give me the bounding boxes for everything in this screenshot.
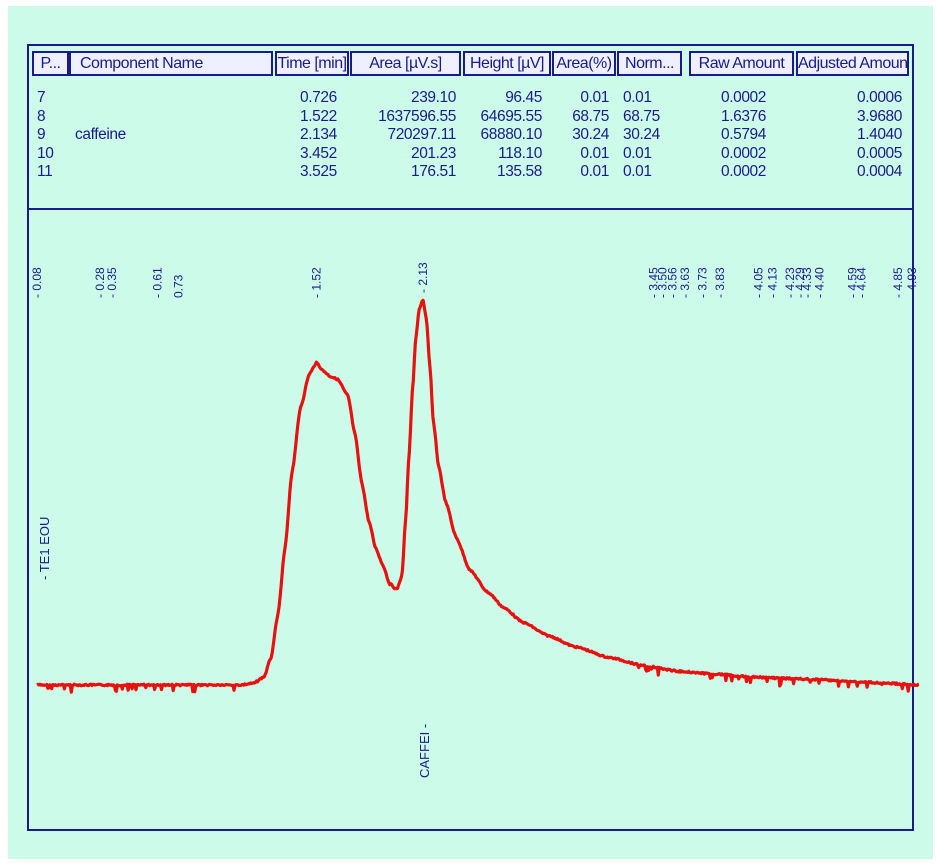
peak-label: - 4.93 — [905, 267, 919, 298]
header-time: Time [min] — [275, 51, 349, 76]
peak-label: - 4.85 — [891, 267, 905, 298]
peak-label: - 3.63 — [678, 267, 692, 298]
cell-adjusted: 0.0004 — [856, 163, 902, 180]
peak-label: - 0.28 — [93, 267, 107, 298]
peak-label: - 0.61 — [151, 267, 165, 298]
peak-label: - 3.50 — [655, 267, 669, 298]
cell-height: 68880.10 — [480, 126, 543, 143]
cell-area-pct: 0.01 — [580, 163, 609, 180]
peak-label: - 4.05 — [751, 267, 765, 298]
header-peak: P... — [32, 51, 69, 76]
cell-adjusted: 1.4040 — [856, 126, 902, 143]
annotation-caffeine: CAFFEI - — [417, 724, 432, 778]
cell-norm: 68.75 — [623, 107, 660, 125]
cell-peak: 9 — [37, 126, 46, 143]
cell-height: 64695.55 — [480, 107, 543, 125]
cell-norm: 0.01 — [623, 144, 652, 162]
peak-label: - 0.08 — [30, 267, 44, 298]
cell-norm: 0.01 — [623, 89, 652, 106]
cell-adjusted: 3.9680 — [856, 107, 902, 125]
cell-adjusted: 0.0005 — [856, 144, 902, 162]
peak-label: - 4.59 — [846, 267, 860, 298]
peak-label: - 3.83 — [713, 267, 727, 298]
cell-area: 201.23 — [410, 144, 456, 162]
cell-area: 239.10 — [410, 89, 456, 106]
cell-peak: 7 — [37, 89, 46, 106]
peak-label: - 3.45 — [647, 267, 661, 298]
cell-raw: 0.0002 — [720, 89, 766, 106]
header-area-pct: Area(%) — [552, 51, 616, 76]
cell-area: 1637596.55 — [378, 107, 456, 125]
header-norm: Norm... — [617, 51, 682, 76]
peak-label: - 4.13 — [765, 267, 779, 298]
cell-norm: 30.24 — [623, 126, 660, 143]
header-component-name: Component Name — [69, 51, 273, 76]
annotation-te1: - TE1 EOU — [37, 517, 52, 580]
cell-name: caffeine — [75, 126, 126, 143]
peak-label: 0.73 — [172, 274, 186, 298]
cell-peak: 8 — [37, 107, 46, 125]
cell-time: 3.525 — [300, 163, 337, 180]
chart-canvas — [8, 6, 933, 859]
cell-raw: 0.5794 — [720, 126, 766, 143]
report-frame — [27, 44, 914, 831]
header-area: Area [µV.s] — [350, 51, 461, 76]
cell-adjusted: 0.0006 — [856, 89, 902, 106]
cell-peak: 10 — [37, 144, 54, 162]
cell-height: 118.10 — [498, 144, 542, 162]
peak-label: - 4.23 — [783, 267, 797, 298]
cell-norm: 0.01 — [623, 163, 652, 180]
table-separator — [27, 208, 914, 210]
cell-area-pct: 68.75 — [572, 107, 609, 125]
cell-peak: 11 — [37, 163, 53, 180]
header-raw-amount: Raw Amount — [689, 51, 794, 76]
cell-raw: 1.6376 — [720, 107, 766, 125]
cell-area-pct: 30.24 — [572, 126, 609, 143]
cell-time: 3.452 — [300, 144, 337, 162]
cell-raw: 0.0002 — [720, 144, 766, 162]
peak-label: - 2.13 — [416, 262, 430, 293]
cell-height: 96.45 — [505, 89, 542, 106]
peak-label: - 1.52 — [309, 267, 323, 298]
cell-height: 135.58 — [496, 163, 542, 180]
peak-label: - 3.73 — [695, 267, 709, 298]
peak-label: - 4.64 — [854, 267, 868, 298]
peak-label: - 0.35 — [105, 267, 119, 298]
cell-area-pct: 0.01 — [580, 144, 609, 162]
cell-time: 0.726 — [300, 89, 337, 106]
peak-label: - 4.33 — [800, 267, 814, 298]
header-adjusted-amount: Adjusted Amount — [796, 51, 909, 76]
cell-time: 2.134 — [300, 126, 337, 143]
header-height: Height [µV] — [463, 51, 551, 76]
cell-area: 176.51 — [410, 163, 456, 180]
cell-area-pct: 0.01 — [580, 89, 609, 106]
series-line — [36, 298, 920, 694]
cell-raw: 0.0002 — [720, 163, 766, 180]
cell-time: 1.522 — [300, 107, 337, 125]
peak-label: - 4.40 — [812, 267, 826, 298]
cell-area: 720297.11 — [387, 126, 456, 143]
peak-label: - 4.29 — [793, 267, 807, 298]
peak-label: - 3.56 — [666, 267, 680, 298]
